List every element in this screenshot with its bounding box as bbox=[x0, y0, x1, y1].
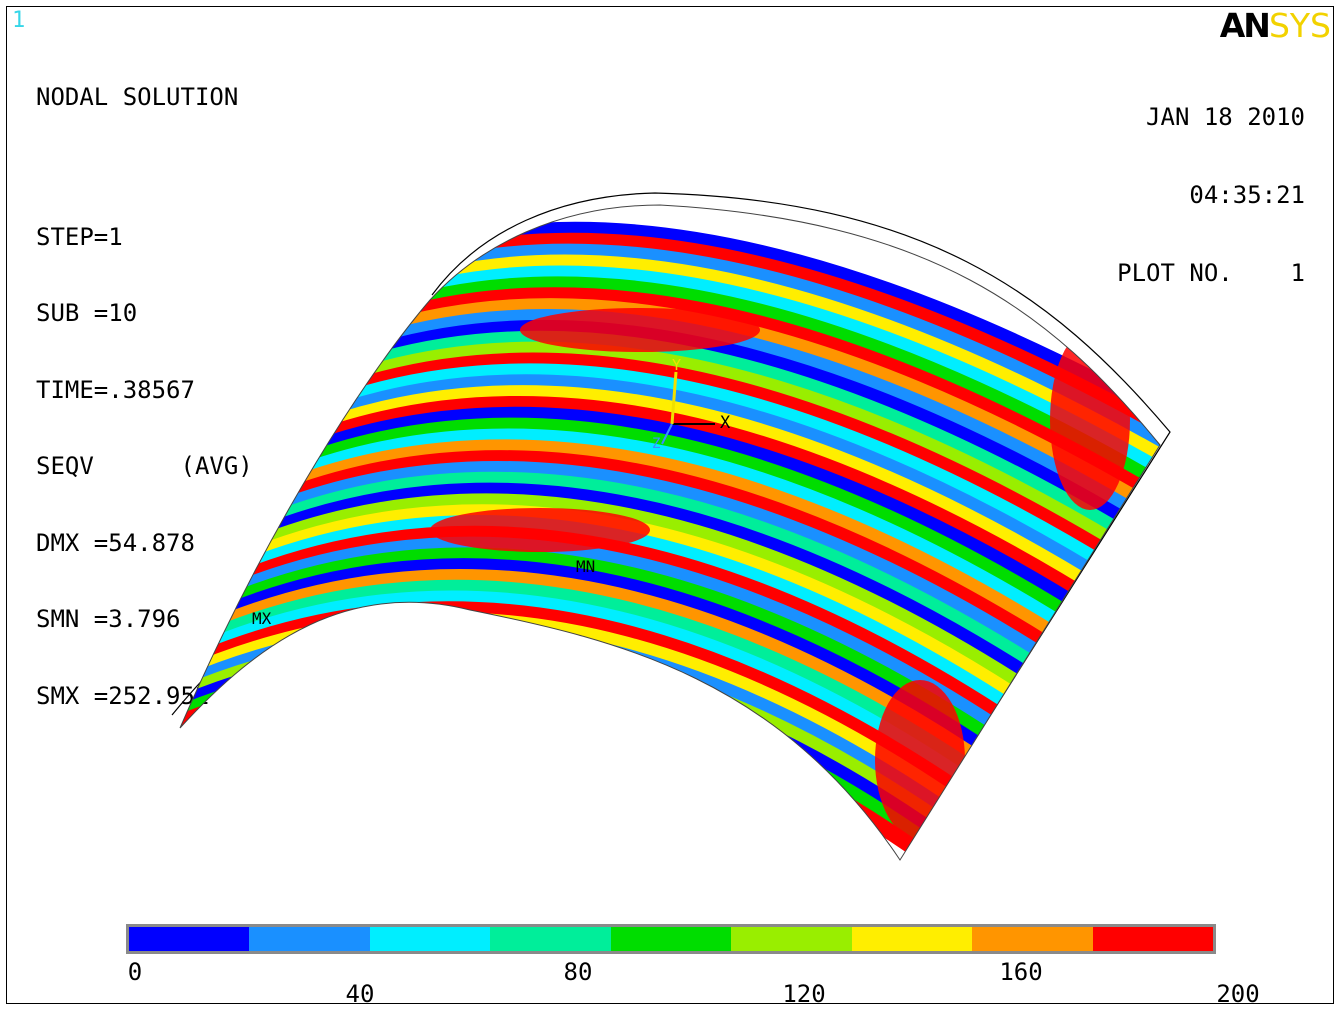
result-item: SEQV (AVG) bbox=[36, 452, 253, 480]
legend-label-120: 120 bbox=[782, 980, 826, 1008]
legend-label-40: 40 bbox=[345, 980, 375, 1008]
legend-label-0: 0 bbox=[127, 958, 143, 986]
stress-band bbox=[246, 471, 1064, 688]
plot-number: PLOT NO. 1 bbox=[1117, 259, 1305, 287]
stress-band bbox=[180, 601, 988, 814]
legend-label-80: 80 bbox=[563, 958, 593, 986]
legend-swatch-7 bbox=[972, 927, 1093, 951]
stress-band bbox=[307, 363, 1127, 584]
stress-hotspot bbox=[1050, 330, 1130, 510]
stress-band bbox=[197, 558, 1013, 772]
stress-band bbox=[313, 352, 1134, 573]
stress-hotspot bbox=[520, 308, 760, 352]
smn-value: SMN =3.796 bbox=[36, 605, 181, 633]
stress-band bbox=[283, 406, 1102, 626]
stress-band bbox=[320, 341, 1140, 563]
solution-title: NODAL SOLUTION bbox=[36, 83, 239, 111]
stress-hotspot bbox=[875, 680, 965, 840]
step-value: STEP=1 bbox=[36, 222, 123, 251]
axis-z-label: Z bbox=[652, 436, 660, 452]
legend-swatch-1 bbox=[249, 927, 370, 951]
stress-band bbox=[180, 590, 994, 804]
shell-edge bbox=[179, 204, 1161, 861]
stress-band bbox=[258, 450, 1077, 667]
axis-y-label: Y bbox=[672, 356, 681, 374]
stress-band bbox=[252, 460, 1070, 678]
substep-value: SUB =10 bbox=[36, 299, 138, 327]
plot-date: JAN 18 2010 bbox=[1146, 103, 1305, 131]
time-value: TIME=.38567 bbox=[36, 375, 195, 404]
stress-band bbox=[295, 385, 1115, 605]
max-marker: MX bbox=[252, 609, 272, 628]
stress-band bbox=[185, 579, 1001, 793]
axis-x-label: X bbox=[720, 413, 731, 433]
stress-hotspot bbox=[430, 508, 650, 552]
legend-swatch-2 bbox=[369, 927, 491, 951]
ansys-logo: ANSYS bbox=[1219, 6, 1331, 45]
plot-time: 04:35:21 bbox=[1189, 181, 1305, 209]
legend-label-160: 160 bbox=[999, 958, 1043, 986]
stress-band bbox=[240, 482, 1058, 699]
legend-label-200: 200 bbox=[1216, 980, 1260, 1008]
legend-swatch-6 bbox=[851, 927, 973, 951]
stress-band bbox=[234, 493, 1051, 709]
stress-band bbox=[289, 396, 1108, 615]
legend-swatch-4 bbox=[610, 927, 732, 951]
stress-band bbox=[271, 428, 1089, 647]
stress-bands bbox=[180, 221, 1160, 860]
legend-swatch-0 bbox=[129, 927, 250, 951]
solution-info: NODAL SOLUTION STEP=1 SUB =10 TIME=.3856… bbox=[36, 34, 253, 735]
stress-band bbox=[356, 276, 1160, 500]
stress-band bbox=[209, 536, 1026, 751]
stress-band bbox=[191, 569, 1007, 783]
legend-swatch-8 bbox=[1092, 927, 1213, 951]
axis-triad: Y X Z bbox=[652, 356, 731, 452]
stress-band bbox=[203, 547, 1020, 762]
legend-swatch-5 bbox=[731, 927, 852, 951]
stress-band bbox=[362, 265, 1160, 489]
plot-stamp: JAN 18 2010 04:35:21 PLOT NO. 1 bbox=[1117, 52, 1305, 312]
contour-legend-bar bbox=[126, 924, 1216, 954]
min-marker: MN bbox=[576, 557, 595, 576]
stress-band bbox=[326, 330, 1146, 552]
legend-swatch-3 bbox=[490, 927, 611, 951]
dmx-value: DMX =54.878 bbox=[36, 528, 195, 557]
stress-band bbox=[277, 417, 1096, 636]
window-number: 1 bbox=[12, 8, 26, 33]
stress-band bbox=[264, 439, 1083, 657]
stress-band bbox=[368, 254, 1160, 479]
